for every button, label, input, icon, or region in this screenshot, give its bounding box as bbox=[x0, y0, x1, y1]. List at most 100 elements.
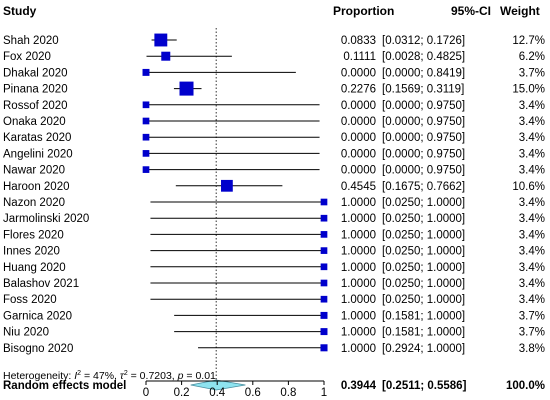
heterogeneity-text: Heterogeneity: I2 = 47%, τ2 = 0.7203, p … bbox=[3, 370, 216, 382]
estimate-square bbox=[142, 117, 150, 125]
study-name: Fox 2020 bbox=[3, 51, 51, 63]
ci-value: [0.0312; 0.1726] bbox=[382, 35, 465, 47]
proportion-value: 0.0000 bbox=[341, 116, 376, 128]
ci-value: [0.0000; 0.9750] bbox=[382, 148, 465, 160]
study-name: Flores 2020 bbox=[3, 229, 64, 241]
weight-value: 3.4% bbox=[519, 132, 545, 144]
x-tick-label: 1 bbox=[321, 387, 327, 399]
proportion-value: 0.0000 bbox=[341, 132, 376, 144]
proportion-value: 1.0000 bbox=[341, 229, 376, 241]
weight-value: 3.8% bbox=[519, 343, 545, 355]
weight-value: 3.4% bbox=[519, 100, 545, 112]
x-tick-label: 0.8 bbox=[280, 387, 296, 399]
ci-value: [0.1675; 0.7662] bbox=[382, 181, 465, 193]
proportion-value: 1.0000 bbox=[341, 294, 376, 306]
estimate-square bbox=[154, 33, 168, 47]
weight-value: 3.7% bbox=[519, 67, 545, 79]
study-name: Jarmolinski 2020 bbox=[3, 213, 89, 225]
study-row: Pinana 2020 0.2276 [0.1569; 0.3119] 15.0% bbox=[3, 81, 545, 96]
study-name: Innes 2020 bbox=[3, 246, 60, 258]
summary-diamond bbox=[190, 379, 246, 391]
study-name: Onaka 2020 bbox=[3, 116, 66, 128]
ci-value: [0.0250; 1.0000] bbox=[382, 246, 465, 258]
study-row: Jarmolinski 2020 1.0000 [0.0250; 1.0000] 3.… bbox=[3, 213, 545, 225]
study-name: Bisogno 2020 bbox=[3, 343, 73, 355]
study-row: Flores 2020 1.0000 [0.0250; 1.0000] 3.4% bbox=[3, 229, 545, 241]
proportion-value: 0.0000 bbox=[341, 100, 376, 112]
weight-value: 12.7% bbox=[512, 35, 545, 47]
ci-value: [0.0000; 0.9750] bbox=[382, 132, 465, 144]
ci-value: [0.0250; 1.0000] bbox=[382, 262, 465, 274]
estimate-square bbox=[320, 328, 328, 336]
study-name: Karatas 2020 bbox=[3, 132, 71, 144]
ci-value: [0.1581; 1.0000] bbox=[382, 327, 465, 339]
header-study: Study bbox=[3, 4, 37, 18]
study-row: Niu 2020 1.0000 [0.1581; 1.0000] 3.7% bbox=[3, 327, 545, 339]
proportion-value: 1.0000 bbox=[341, 278, 376, 290]
ci-value: [0.0250; 1.0000] bbox=[382, 294, 465, 306]
weight-value: 3.4% bbox=[519, 262, 545, 274]
header-proportion: Proportion bbox=[333, 4, 394, 18]
ci-value: [0.0250; 1.0000] bbox=[382, 278, 465, 290]
weight-value: 3.4% bbox=[519, 213, 545, 225]
ci-value: [0.1581; 1.0000] bbox=[382, 310, 465, 322]
estimate-square bbox=[179, 81, 194, 96]
proportion-value: 0.0000 bbox=[341, 67, 376, 79]
estimate-square bbox=[320, 231, 328, 238]
header-weight: Weight bbox=[500, 4, 540, 18]
weight-value: 3.7% bbox=[519, 327, 545, 339]
study-row: Nazon 2020 1.0000 [0.0250; 1.0000] 3.4% bbox=[3, 197, 545, 209]
weight-value: 3.4% bbox=[519, 246, 545, 258]
estimate-square bbox=[320, 279, 328, 287]
proportion-value: 1.0000 bbox=[341, 343, 376, 355]
study-row: Innes 2020 1.0000 [0.0250; 1.0000] 3.4% bbox=[3, 246, 545, 258]
study-name: Balashov 2021 bbox=[3, 278, 79, 290]
proportion-value: 1.0000 bbox=[341, 197, 376, 209]
weight-value: 3.4% bbox=[519, 294, 545, 306]
estimate-square bbox=[221, 179, 233, 192]
ci-value: [0.0250; 1.0000] bbox=[382, 197, 465, 209]
proportion-value: 1.0000 bbox=[341, 310, 376, 322]
study-row: Balashov 2021 1.0000 [0.0250; 1.0000] 3.4% bbox=[3, 278, 545, 290]
weight-value: 3.4% bbox=[519, 165, 545, 177]
weight-value: 3.4% bbox=[519, 197, 545, 209]
proportion-value: 0.4545 bbox=[341, 181, 376, 193]
study-row: Angelini 2020 0.0000 [0.0000; 0.9750] 3.4% bbox=[3, 148, 545, 160]
proportion-value: 0.1111 bbox=[343, 51, 376, 63]
estimate-square bbox=[142, 166, 150, 173]
weight-value: 10.6% bbox=[512, 181, 545, 193]
study-name: Nazon 2020 bbox=[3, 197, 65, 209]
summary-proportion: 0.3944 bbox=[341, 380, 377, 392]
summary-name: Random effects model bbox=[3, 380, 126, 392]
study-name: Dhakal 2020 bbox=[3, 67, 68, 79]
study-row: Foss 2020 1.0000 [0.0250; 1.0000] 3.4% bbox=[3, 294, 545, 306]
ci-value: [0.2924; 1.0000] bbox=[382, 343, 465, 355]
ci-value: [0.0000; 0.8419] bbox=[382, 67, 465, 79]
study-row: Shah 2020 0.0833 [0.0312; 0.1726] 12.7% bbox=[3, 33, 545, 47]
study-name: Nawar 2020 bbox=[3, 165, 65, 177]
ci-value: [0.0000; 0.9750] bbox=[382, 100, 465, 112]
proportion-value: 1.0000 bbox=[341, 246, 376, 258]
estimate-square bbox=[142, 101, 150, 109]
study-row: Dhakal 2020 0.0000 [0.0000; 0.8419] 3.7% bbox=[3, 67, 545, 79]
estimate-square bbox=[320, 344, 328, 352]
estimate-square bbox=[142, 150, 150, 157]
study-row: Fox 2020 0.1111 [0.0028; 0.4825] 6.2% bbox=[3, 51, 545, 63]
estimate-square bbox=[320, 311, 328, 319]
ci-value: [0.0250; 1.0000] bbox=[382, 229, 465, 241]
study-name: Foss 2020 bbox=[3, 294, 57, 306]
study-name: Angelini 2020 bbox=[3, 148, 73, 160]
estimate-square bbox=[142, 68, 150, 76]
study-row: Haroon 2020 0.4545 [0.1675; 0.7662] 10.6% bbox=[3, 179, 545, 193]
study-row: Bisogno 2020 1.0000 [0.2924; 1.0000] 3.8% bbox=[3, 343, 545, 355]
estimate-square bbox=[320, 263, 328, 271]
study-name: Niu 2020 bbox=[3, 327, 49, 339]
ci-value: [0.0000; 0.9750] bbox=[382, 116, 465, 128]
ci-value: [0.1569; 0.3119] bbox=[382, 84, 464, 96]
weight-value: 3.4% bbox=[519, 116, 545, 128]
weight-value: 3.4% bbox=[519, 148, 545, 160]
summary-weight: 100.0% bbox=[506, 380, 545, 392]
study-row: Karatas 2020 0.0000 [0.0000; 0.9750] 3.4% bbox=[3, 132, 545, 144]
summary-ci: [0.2511; 0.5586] bbox=[382, 380, 467, 392]
ci-value: [0.0250; 1.0000] bbox=[382, 213, 465, 225]
